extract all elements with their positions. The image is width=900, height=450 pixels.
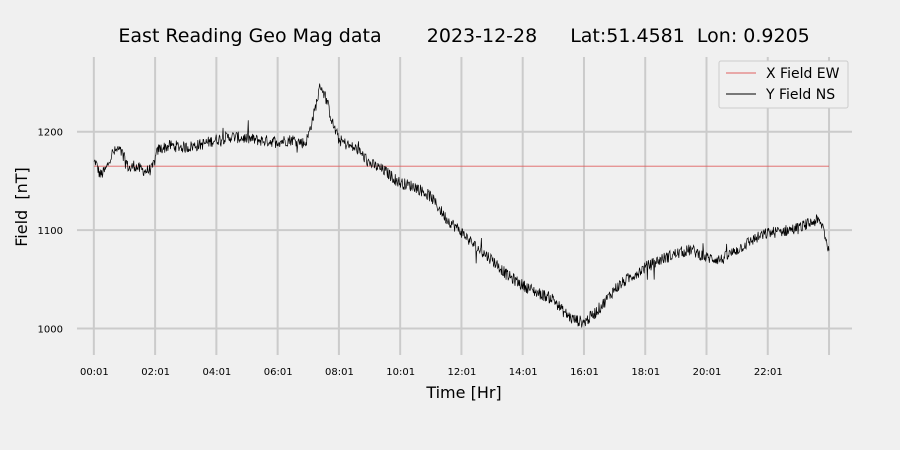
x-tick-label: 12:01 <box>448 367 477 378</box>
x-tick-label: 04:01 <box>202 367 231 378</box>
legend: X Field EW Y Field NS <box>719 61 848 108</box>
legend-label-y-field: Y Field NS <box>765 87 835 103</box>
legend-label-x-field: X Field EW <box>766 66 840 82</box>
y-tick-label: 1200 <box>38 128 63 139</box>
x-tick-label: 20:01 <box>693 367 722 378</box>
y-axis-label: Field [nT] <box>12 167 31 247</box>
x-tick-label: 06:01 <box>264 367 293 378</box>
title-date: 2023-12-28 <box>427 25 537 47</box>
x-tick-label: 14:01 <box>509 367 538 378</box>
x-tick-label: 22:01 <box>754 367 783 378</box>
x-tick-label: 02:01 <box>141 367 170 378</box>
chart-title: East Reading Geo Mag data 2023-12-28 Lat… <box>118 25 809 47</box>
x-tick-label: 08:01 <box>325 367 354 378</box>
x-tick-label: 10:01 <box>386 367 415 378</box>
y-tick-label: 1000 <box>38 324 63 335</box>
x-axis-label: Time [Hr] <box>425 383 501 402</box>
x-tick-label: 00:01 <box>80 367 109 378</box>
x-tick-label: 18:01 <box>631 367 660 378</box>
title-station: East Reading Geo Mag data <box>118 25 381 47</box>
y-tick-label: 1100 <box>38 226 63 237</box>
x-tick-label: 16:01 <box>570 367 599 378</box>
title-location: Lat:51.4581 Lon: 0.9205 <box>570 25 810 47</box>
